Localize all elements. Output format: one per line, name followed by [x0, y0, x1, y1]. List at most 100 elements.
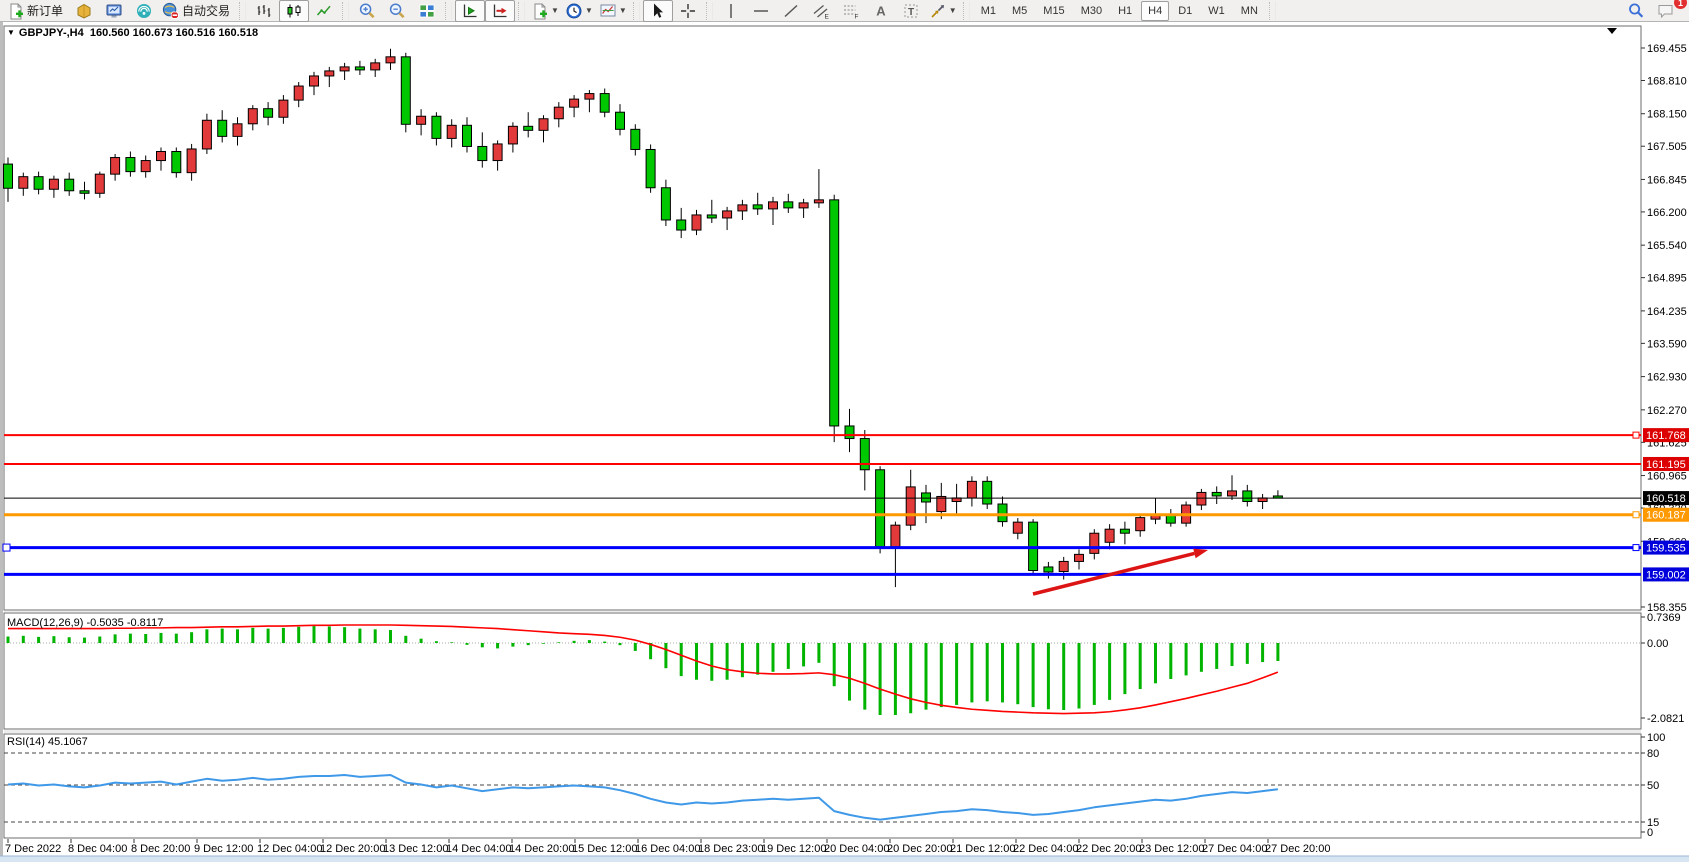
zoom-out-button[interactable]	[382, 0, 412, 22]
autotrade-button[interactable]: 自动交易	[159, 0, 236, 22]
time-axis-label: 19 Dec 12:00	[761, 843, 826, 855]
tile-icon	[418, 2, 436, 20]
level-anchor-handle[interactable]	[1632, 511, 1640, 519]
new-order-button[interactable]: 新订单	[4, 0, 69, 22]
timeframe-button-h4[interactable]: H4	[1141, 0, 1170, 21]
price-axis-label: 164.235	[1647, 306, 1687, 318]
svg-text:T: T	[908, 7, 914, 18]
timeframe-button-m5[interactable]: M5	[1012, 4, 1028, 17]
candle-body	[309, 75, 319, 87]
cursor-icon	[649, 2, 667, 20]
arrows-icon	[929, 2, 947, 20]
notifications-button[interactable]: 1	[1651, 0, 1687, 22]
candle-body	[768, 201, 778, 210]
price-axis-label: 158.355	[1647, 602, 1687, 614]
time-axis-label: 22 Dec 04:00	[1013, 843, 1078, 855]
candle-body	[1058, 560, 1069, 572]
timeframe-button-w1[interactable]: W1	[1208, 4, 1225, 17]
horizontal-line-button[interactable]	[746, 0, 776, 22]
zoom-out-icon	[388, 2, 406, 20]
chart-shift-button[interactable]	[485, 0, 516, 22]
candle-body	[339, 66, 350, 72]
marketwatch-button[interactable]	[69, 0, 99, 22]
chart-title[interactable]: ▼ GBPJPY-,H4 160.560 160.673 160.516 160.…	[7, 27, 258, 39]
candle-body	[997, 503, 1008, 523]
indicators-button[interactable]: ▼	[528, 0, 562, 22]
rsi-axis-label: 100	[1647, 732, 1665, 744]
text-button[interactable]: A	[866, 0, 896, 22]
textT-icon: T	[902, 2, 920, 20]
timeframe-button-h1[interactable]: H1	[1118, 4, 1133, 17]
timeframe-button-mn[interactable]: MN	[1240, 4, 1258, 17]
price-level-badge	[1643, 507, 1689, 522]
price-axis-label: 162.270	[1647, 405, 1687, 417]
chevron-down-icon[interactable]: ▼	[618, 6, 627, 15]
time-axis-label: 18 Dec 23:00	[698, 843, 763, 855]
chevron-down-icon[interactable]: ▼	[584, 6, 593, 15]
chevron-down-icon[interactable]: ▼	[948, 6, 957, 15]
bar-chart-button[interactable]	[249, 0, 279, 22]
time-axis-label: 27 Dec 04:00	[1202, 843, 1267, 855]
bars-icon	[255, 2, 273, 20]
trendline-button[interactable]	[776, 0, 806, 22]
channel-icon: E	[812, 2, 830, 20]
timeframe-button-m15[interactable]: M15	[1043, 4, 1065, 17]
fibo-icon: F	[842, 2, 860, 20]
channel-button[interactable]: E	[806, 0, 836, 22]
level-anchor-handle[interactable]	[1632, 431, 1640, 439]
vertical-line-button[interactable]	[716, 0, 746, 22]
text-label-button[interactable]: T	[896, 0, 926, 22]
symbol-dropdown-icon[interactable]: ▼	[7, 28, 15, 37]
pane-splitter[interactable]	[4, 611, 1641, 612]
periods-button[interactable]: ▼	[562, 0, 596, 22]
line-chart-button[interactable]	[309, 0, 339, 22]
rsi-pane[interactable]	[7, 774, 1279, 821]
trend-arrow-annotation[interactable]	[1032, 548, 1208, 596]
fibonacci-button[interactable]: F	[836, 0, 866, 22]
cursor-button[interactable]	[642, 0, 673, 22]
price-level-badge-label: 159.535	[1646, 543, 1686, 555]
candle-chart-button[interactable]	[279, 0, 310, 22]
macd-axis-label: 0.7369	[1647, 612, 1681, 624]
candle-body	[966, 480, 977, 499]
auto-scroll-button[interactable]	[455, 0, 486, 22]
candle-body	[462, 124, 472, 147]
candle-body	[905, 486, 916, 526]
templates-button[interactable]: ▼	[596, 0, 630, 22]
chart-canvas[interactable]: 169.455 168.810 168.150 167.505 166.845 166.2…	[0, 22, 1689, 862]
trend-arrow-line[interactable]	[1032, 551, 1195, 596]
candle-body	[660, 187, 671, 221]
tile-windows-button[interactable]	[412, 0, 442, 22]
candle-body	[584, 93, 595, 100]
terminal-button[interactable]	[99, 0, 129, 22]
candles-layer[interactable]	[3, 48, 1283, 588]
timeframe-button-m1[interactable]: M1	[980, 4, 996, 17]
zoom-in-button[interactable]	[352, 0, 382, 22]
level-anchor-handle[interactable]	[2, 543, 11, 552]
trend-arrow-head[interactable]	[1193, 548, 1208, 559]
clock-icon	[565, 2, 583, 20]
search-button[interactable]	[1621, 0, 1651, 22]
candle-body	[523, 125, 534, 131]
toolbar: 新订单 自动交易 ▼ ▼ ▼ E F A T ▼ M1 M5 M15 M30 H1 H4 D1 W1 MN 1	[0, 0, 1689, 22]
timeframe-button-d1[interactable]: D1	[1178, 4, 1193, 17]
arrows-button[interactable]: ▼	[926, 0, 960, 22]
level-anchor-handle[interactable]	[1632, 544, 1640, 552]
candle-body	[737, 204, 748, 212]
signals-button[interactable]	[129, 0, 159, 22]
pane-splitter[interactable]	[4, 730, 1641, 733]
autotrade-button-label: 自动交易	[182, 4, 231, 18]
toolbar-separator	[1268, 1, 1276, 20]
price-axis-label: 160.965	[1647, 471, 1687, 483]
macd-pane[interactable]	[6, 624, 1280, 715]
candle-body	[156, 150, 166, 162]
chart-window[interactable]: 169.455 168.810 168.150 167.505 166.845 166.2…	[0, 22, 1689, 862]
candle-body	[844, 425, 855, 440]
crosshair-button[interactable]	[673, 0, 703, 22]
chevron-down-icon[interactable]: ▼	[551, 6, 559, 15]
shift-icon	[491, 2, 509, 20]
rsi-axis-label: 80	[1647, 748, 1659, 760]
candle-body	[354, 66, 365, 71]
timeframe-button-m30[interactable]: M30	[1080, 4, 1103, 17]
candle-body	[278, 99, 289, 118]
